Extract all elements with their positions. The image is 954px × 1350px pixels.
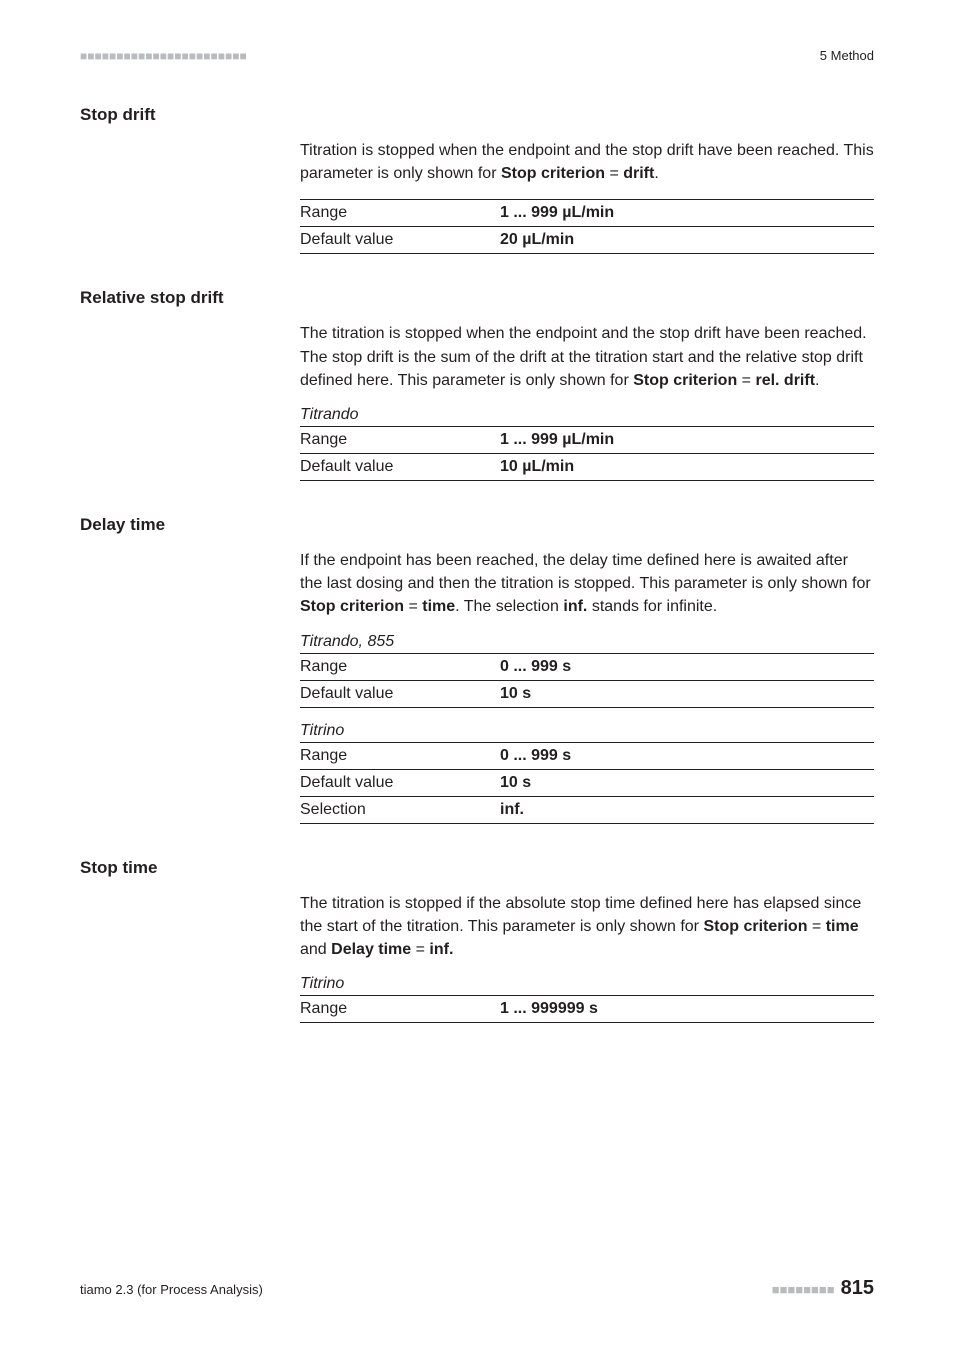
text: stands for infinite. xyxy=(587,598,717,615)
bold: Stop criterion xyxy=(703,918,807,935)
cell-value: 10 s xyxy=(500,769,874,796)
bold: 0 ... 999 s xyxy=(500,658,571,675)
footer-page-block: ■■■■■■■■ 815 xyxy=(772,1277,874,1300)
table-row: Selection inf. xyxy=(300,796,874,823)
bold: 1 ... 999 µL/min xyxy=(500,431,614,448)
para-rel-stop-drift: The titration is stopped when the endpoi… xyxy=(300,322,874,392)
cell-label: Range xyxy=(300,653,500,680)
table-row: Range 0 ... 999 s xyxy=(300,653,874,680)
device-label: Titrando, 855 xyxy=(300,633,874,651)
heading-stop-drift: Stop drift xyxy=(80,105,874,125)
page: ■■■■■■■■■■■■■■■■■■■■■■■ 5 Method Stop dr… xyxy=(0,0,954,1350)
cell-label: Default value xyxy=(300,227,500,254)
bold: 1 ... 999 µL/min xyxy=(500,204,614,221)
table-row: Default value 10 s xyxy=(300,680,874,707)
text: . The selection xyxy=(455,598,563,615)
bold: 0 ... 999 s xyxy=(500,747,571,764)
bold: rel. drift xyxy=(755,372,815,389)
table-stop-drift: Range 1 ... 999 µL/min Default value 20 … xyxy=(300,199,874,254)
body-stop-time: The titration is stopped if the absolute… xyxy=(300,892,874,1024)
cell-value: 10 µL/min xyxy=(500,453,874,480)
bold: 10 s xyxy=(500,774,531,791)
body-delay-time: If the endpoint has been reached, the de… xyxy=(300,549,874,824)
heading-rel-stop-drift: Relative stop drift xyxy=(80,288,874,308)
section-delay-time: Delay time If the endpoint has been reac… xyxy=(80,515,874,824)
text: . xyxy=(815,372,819,389)
table-delay-time-1: Range 0 ... 999 s Default value 10 s xyxy=(300,653,874,708)
table-row: Default value 20 µL/min xyxy=(300,227,874,254)
section-stop-drift: Stop drift Titration is stopped when the… xyxy=(80,105,874,254)
table-row: Default value 10 µL/min xyxy=(300,453,874,480)
cell-value: 0 ... 999 s xyxy=(500,742,874,769)
text: . xyxy=(654,165,658,182)
cell-label: Range xyxy=(300,742,500,769)
cell-value: 1 ... 999999 s xyxy=(500,996,874,1023)
bold: Stop criterion xyxy=(300,598,404,615)
table-row: Range 1 ... 999999 s xyxy=(300,996,874,1023)
cell-label: Default value xyxy=(300,769,500,796)
bold: inf. xyxy=(563,598,587,615)
table-row: Range 0 ... 999 s xyxy=(300,742,874,769)
para-stop-drift: Titration is stopped when the endpoint a… xyxy=(300,139,874,185)
table-stop-time: Range 1 ... 999999 s xyxy=(300,995,874,1023)
bold: Stop criterion xyxy=(501,165,605,182)
text: = xyxy=(404,598,422,615)
text: = xyxy=(605,165,623,182)
cell-label: Default value xyxy=(300,453,500,480)
cell-value: 10 s xyxy=(500,680,874,707)
bold: 10 s xyxy=(500,685,531,702)
para-delay-time: If the endpoint has been reached, the de… xyxy=(300,549,874,619)
header-chapter: 5 Method xyxy=(820,48,874,63)
text: and xyxy=(300,941,331,958)
cell-label: Selection xyxy=(300,796,500,823)
page-footer: tiamo 2.3 (for Process Analysis) ■■■■■■■… xyxy=(80,1277,874,1300)
table-rel-stop-drift: Range 1 ... 999 µL/min Default value 10 … xyxy=(300,426,874,481)
text: = xyxy=(411,941,429,958)
text: = xyxy=(737,372,755,389)
bold: drift xyxy=(623,165,654,182)
table-row: Range 1 ... 999 µL/min xyxy=(300,426,874,453)
device-label: Titrando xyxy=(300,406,874,424)
text: = xyxy=(807,918,825,935)
bold: inf. xyxy=(429,941,453,958)
heading-stop-time: Stop time xyxy=(80,858,874,878)
cell-label: Range xyxy=(300,426,500,453)
table-row: Default value 10 s xyxy=(300,769,874,796)
bold: time xyxy=(422,598,455,615)
cell-value: 20 µL/min xyxy=(500,227,874,254)
cell-label: Default value xyxy=(300,680,500,707)
cell-value: 1 ... 999 µL/min xyxy=(500,200,874,227)
bold: 20 µL/min xyxy=(500,231,574,248)
cell-value: 1 ... 999 µL/min xyxy=(500,426,874,453)
body-stop-drift: Titration is stopped when the endpoint a… xyxy=(300,139,874,254)
body-rel-stop-drift: The titration is stopped when the endpoi… xyxy=(300,322,874,481)
bold: 10 µL/min xyxy=(500,458,574,475)
cell-value: inf. xyxy=(500,796,874,823)
heading-delay-time: Delay time xyxy=(80,515,874,535)
bold: Delay time xyxy=(331,941,411,958)
cell-label: Range xyxy=(300,996,500,1023)
header-dashes: ■■■■■■■■■■■■■■■■■■■■■■■ xyxy=(80,49,247,63)
footer-dashes: ■■■■■■■■ xyxy=(772,1282,835,1297)
footer-title: tiamo 2.3 (for Process Analysis) xyxy=(80,1282,263,1297)
bold: time xyxy=(826,918,859,935)
device-label: Titrino xyxy=(300,975,874,993)
bold: 1 ... 999999 s xyxy=(500,1000,598,1017)
para-stop-time: The titration is stopped if the absolute… xyxy=(300,892,874,962)
bold: inf. xyxy=(500,801,524,818)
section-rel-stop-drift: Relative stop drift The titration is sto… xyxy=(80,288,874,481)
cell-label: Range xyxy=(300,200,500,227)
cell-value: 0 ... 999 s xyxy=(500,653,874,680)
table-row: Range 1 ... 999 µL/min xyxy=(300,200,874,227)
table-delay-time-2: Range 0 ... 999 s Default value 10 s Sel… xyxy=(300,742,874,824)
device-label: Titrino xyxy=(300,722,874,740)
bold: Stop criterion xyxy=(633,372,737,389)
text: If the endpoint has been reached, the de… xyxy=(300,552,871,592)
section-stop-time: Stop time The titration is stopped if th… xyxy=(80,858,874,1024)
page-header: ■■■■■■■■■■■■■■■■■■■■■■■ 5 Method xyxy=(80,48,874,63)
footer-page-number: 815 xyxy=(841,1277,874,1299)
